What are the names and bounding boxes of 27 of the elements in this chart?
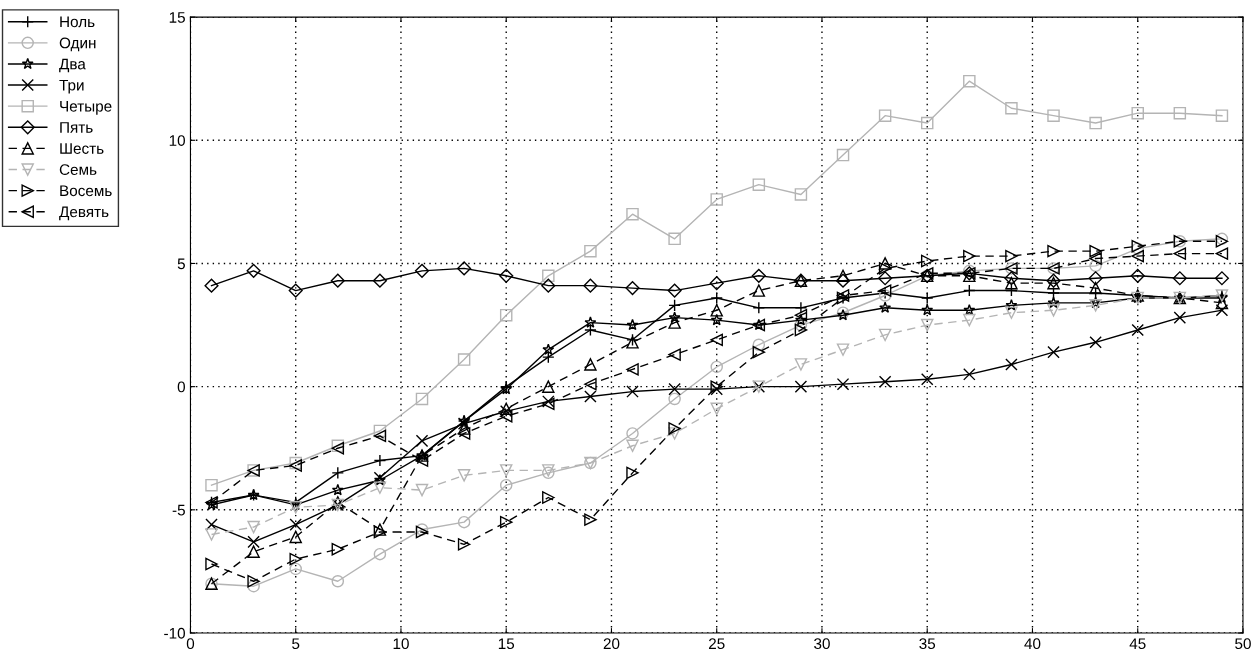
y-tick-label: 10: [169, 135, 185, 146]
x-tick-label: 35: [919, 638, 936, 650]
x-tick-label: 40: [1024, 638, 1041, 650]
x-tick-label: 0: [186, 638, 195, 650]
x-tick-label: 5: [292, 638, 300, 650]
legend-label: Шесть: [60, 143, 104, 154]
x-tick-label: 20: [603, 638, 620, 650]
x-tick-label: 45: [1129, 638, 1146, 650]
y-tick-label: 15: [169, 12, 185, 23]
x-tick-label: 10: [393, 638, 409, 650]
x-tick-label: 50: [1235, 638, 1251, 650]
legend-label: Девять: [59, 206, 109, 221]
x-tick-label: 15: [498, 638, 515, 650]
legend-label: Четыре: [60, 101, 112, 115]
legend-label: Пять: [60, 122, 93, 133]
legend-label: Семь: [59, 164, 97, 176]
legend-label: Два: [59, 58, 86, 73]
y-tick-label: 5: [177, 258, 185, 270]
legend-label: Один: [59, 37, 96, 52]
legend-label: Три: [59, 79, 84, 94]
legend-label: Ноль: [60, 16, 95, 28]
legend-label: Восемь: [60, 185, 112, 197]
x-tick-label: 30: [814, 638, 830, 650]
x-tick-label: 25: [708, 638, 725, 650]
y-tick-label: -5: [172, 504, 185, 516]
y-tick-label: -10: [164, 627, 185, 639]
y-tick-label: 0: [177, 381, 185, 393]
